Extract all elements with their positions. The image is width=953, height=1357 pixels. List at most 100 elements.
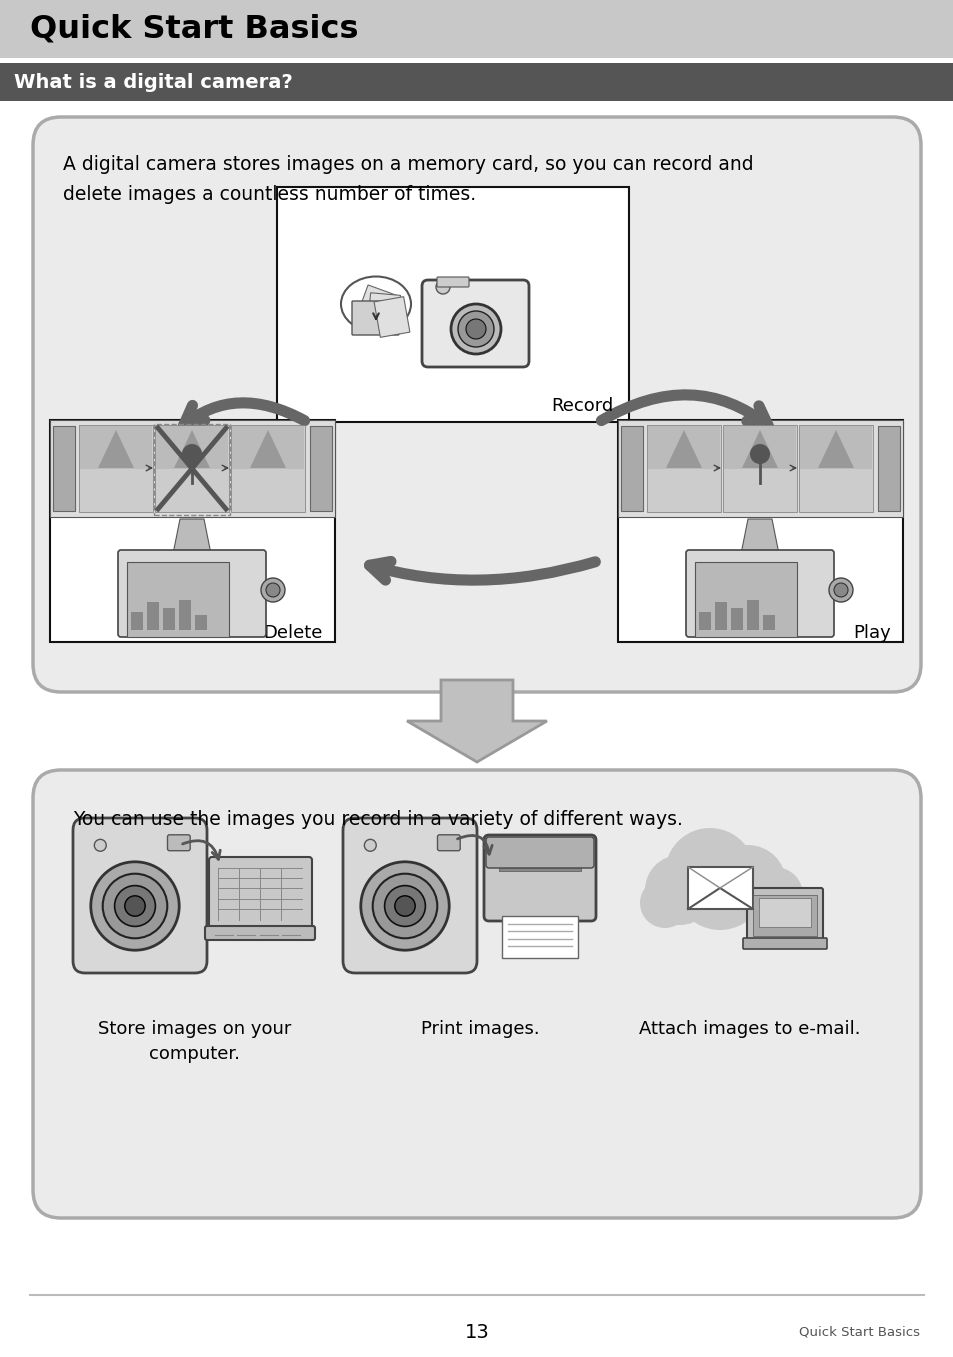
Bar (179, 600, 191, 630)
Bar (131, 612, 143, 630)
Bar (163, 608, 174, 630)
Polygon shape (98, 430, 133, 468)
Text: A digital camera stores images on a memory card, so you can record and: A digital camera stores images on a memo… (63, 155, 753, 174)
Bar (647, 426, 720, 470)
FancyBboxPatch shape (687, 867, 752, 909)
Circle shape (94, 840, 106, 851)
Circle shape (746, 867, 802, 923)
Bar (0, 62, 953, 100)
Circle shape (639, 878, 689, 928)
Bar (714, 603, 726, 630)
Bar (746, 600, 759, 630)
Bar (153, 423, 230, 516)
FancyBboxPatch shape (118, 550, 266, 636)
Bar (752, 896, 816, 936)
Bar (50, 421, 335, 517)
Bar (759, 898, 810, 927)
Circle shape (266, 584, 280, 597)
Bar (620, 426, 642, 512)
Bar (618, 421, 902, 642)
Circle shape (373, 874, 436, 938)
Circle shape (709, 845, 785, 921)
Bar (232, 426, 304, 470)
Polygon shape (665, 430, 701, 468)
Text: delete images a countless number of times.: delete images a countless number of time… (63, 185, 476, 204)
Polygon shape (173, 430, 210, 468)
Bar (231, 425, 305, 512)
FancyBboxPatch shape (343, 818, 476, 973)
Bar (147, 603, 159, 630)
Circle shape (457, 311, 494, 347)
Text: Play: Play (852, 624, 890, 642)
Circle shape (451, 304, 500, 354)
Bar (79, 425, 152, 512)
Bar (154, 425, 229, 512)
FancyBboxPatch shape (746, 887, 822, 940)
Circle shape (114, 886, 155, 927)
Ellipse shape (340, 277, 411, 331)
Circle shape (103, 874, 167, 938)
Bar (730, 608, 742, 630)
Bar (0, 0, 953, 58)
FancyBboxPatch shape (205, 925, 314, 940)
FancyBboxPatch shape (33, 117, 920, 692)
Bar (194, 615, 207, 630)
Text: Store images on your
computer.: Store images on your computer. (98, 1020, 292, 1063)
FancyBboxPatch shape (168, 835, 190, 851)
FancyBboxPatch shape (437, 835, 459, 851)
Polygon shape (741, 430, 778, 468)
Circle shape (360, 862, 449, 950)
FancyBboxPatch shape (209, 858, 312, 931)
Bar (695, 562, 796, 636)
Text: Print images.: Print images. (420, 1020, 538, 1038)
Bar (699, 612, 710, 630)
Circle shape (91, 862, 179, 950)
FancyBboxPatch shape (685, 550, 833, 636)
Circle shape (465, 319, 485, 339)
FancyBboxPatch shape (352, 301, 398, 335)
Bar (498, 864, 580, 871)
FancyBboxPatch shape (483, 835, 596, 921)
Text: 13: 13 (464, 1323, 489, 1342)
Text: Attach images to e-mail.: Attach images to e-mail. (639, 1020, 860, 1038)
Circle shape (664, 828, 754, 917)
Circle shape (261, 578, 285, 603)
Circle shape (384, 886, 425, 927)
Bar (799, 425, 872, 512)
Polygon shape (817, 430, 853, 468)
Bar (156, 426, 228, 470)
Bar (53, 426, 75, 512)
Circle shape (675, 840, 764, 930)
Bar (618, 421, 902, 517)
Bar (127, 562, 229, 636)
Bar (80, 426, 152, 470)
FancyBboxPatch shape (355, 285, 395, 328)
Circle shape (125, 896, 145, 916)
Bar (646, 425, 720, 512)
FancyBboxPatch shape (436, 277, 469, 286)
Text: Delete: Delete (263, 624, 323, 642)
FancyBboxPatch shape (33, 769, 920, 1219)
FancyBboxPatch shape (485, 837, 594, 868)
Circle shape (644, 855, 714, 925)
Bar (310, 426, 332, 512)
FancyBboxPatch shape (421, 280, 529, 366)
Polygon shape (407, 680, 546, 763)
FancyBboxPatch shape (374, 297, 410, 338)
Text: Record: Record (551, 398, 614, 415)
Text: What is a digital camera?: What is a digital camera? (14, 72, 293, 91)
Text: Quick Start Basics: Quick Start Basics (30, 14, 358, 45)
Circle shape (828, 578, 852, 603)
Text: You can use the images you record in a variety of different ways.: You can use the images you record in a v… (73, 810, 682, 829)
Bar (723, 426, 795, 470)
Circle shape (182, 444, 202, 464)
Bar (50, 421, 335, 642)
Bar (877, 426, 899, 512)
Circle shape (749, 444, 769, 464)
Bar (722, 425, 796, 512)
Text: Quick Start Basics: Quick Start Basics (799, 1326, 919, 1338)
FancyBboxPatch shape (501, 916, 578, 958)
Polygon shape (172, 518, 212, 559)
FancyBboxPatch shape (73, 818, 207, 973)
Bar (276, 187, 628, 422)
